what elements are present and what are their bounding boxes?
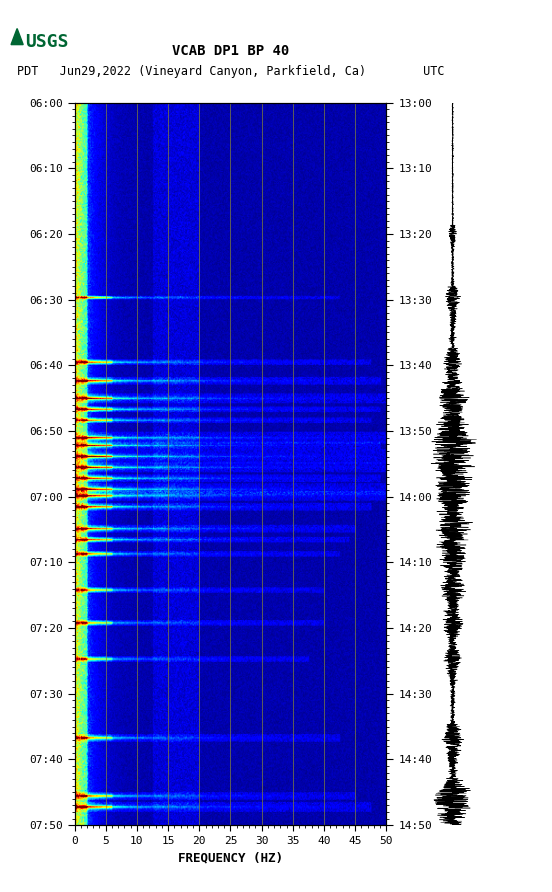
Text: PDT   Jun29,2022 (Vineyard Canyon, Parkfield, Ca)        UTC: PDT Jun29,2022 (Vineyard Canyon, Parkfie…	[17, 65, 444, 78]
Text: VCAB DP1 BP 40: VCAB DP1 BP 40	[172, 44, 289, 58]
Text: USGS: USGS	[25, 33, 68, 51]
X-axis label: FREQUENCY (HZ): FREQUENCY (HZ)	[178, 851, 283, 864]
